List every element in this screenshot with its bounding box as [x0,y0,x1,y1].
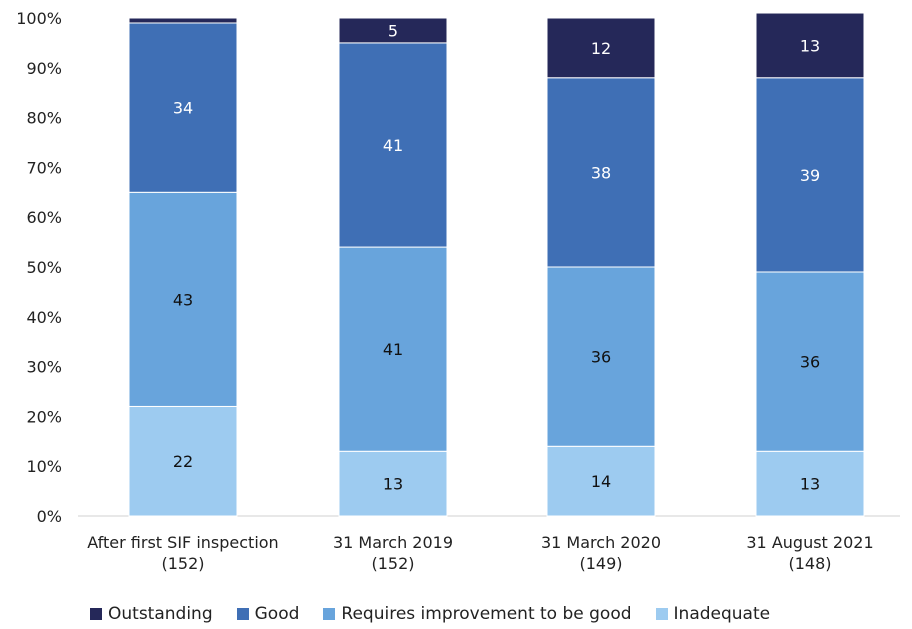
bar-segment-inadequate [128,405,238,517]
bar-segment-requires-improvement-to-be-good [338,246,448,452]
data-label: 13 [800,475,820,494]
legend-item: Inadequate [655,604,771,624]
data-label: 14 [591,472,611,491]
legend: Outstanding Good Requires improvement to b… [90,604,770,624]
data-label: 38 [591,163,611,182]
legend-swatch [655,608,668,620]
bar-segment-requires-improvement-to-be-good [755,271,865,452]
data-label: 12 [591,39,611,58]
data-label: 36 [800,353,820,372]
x-tick-label: After first SIF inspection [87,533,278,552]
data-label: 5 [388,21,398,40]
legend-label: Inadequate [673,604,771,624]
data-label: 41 [383,340,403,359]
data-label: 36 [591,348,611,367]
y-tick-label: 30% [26,358,62,377]
y-tick-label: 100% [16,9,62,28]
y-tick-label: 0% [37,507,62,526]
data-label: 34 [173,99,193,118]
bar-segment-good [546,77,656,268]
x-tick-label: (148) [788,554,831,573]
x-tick-label: 31 August 2021 [746,533,873,552]
bar-segment-outstanding [338,17,448,44]
bar-segment-good [755,77,865,273]
x-tick-label: 31 March 2020 [541,533,661,552]
data-label: 39 [800,166,820,185]
data-label: 41 [383,136,403,155]
y-tick-label: 80% [26,109,62,128]
x-tick-label: (149) [579,554,622,573]
bar-segment-inadequate [546,445,656,517]
bar-segment-good [338,42,448,248]
x-tick-label: (152) [371,554,414,573]
y-tick-label: 10% [26,457,62,476]
bar-segment-inadequate [755,450,865,517]
bar-segment-outstanding [128,17,238,24]
legend-item: Good [236,604,300,624]
y-tick-label: 40% [26,308,62,327]
bar-segment-good [128,22,238,193]
data-label: 22 [173,452,193,471]
data-label: 13 [800,36,820,55]
legend-label: Good [254,604,300,624]
y-tick-label: 90% [26,59,62,78]
legend-swatch [236,608,249,620]
bar-segment-inadequate [338,450,448,517]
legend-item: Outstanding [90,604,213,624]
y-tick-label: 50% [26,258,62,277]
legend-label: Requires improvement to be good [341,604,632,624]
data-label: 43 [173,290,193,309]
x-tick-label: (152) [161,554,204,573]
bar-segment-outstanding [755,12,865,79]
legend-swatch [90,608,102,620]
legend-label: Outstanding [108,604,213,624]
y-tick-label: 20% [26,407,62,426]
x-tick-label: 31 March 2019 [333,533,453,552]
y-tick-label: 60% [26,208,62,227]
bar-segment-requires-improvement-to-be-good [128,191,238,407]
y-tick-label: 70% [26,158,62,177]
legend-swatch [323,608,336,620]
bar-segment-outstanding [546,17,656,79]
data-label: 13 [383,475,403,494]
legend-item: Requires improvement to be good [323,604,632,624]
bar-segment-requires-improvement-to-be-good [546,266,656,447]
